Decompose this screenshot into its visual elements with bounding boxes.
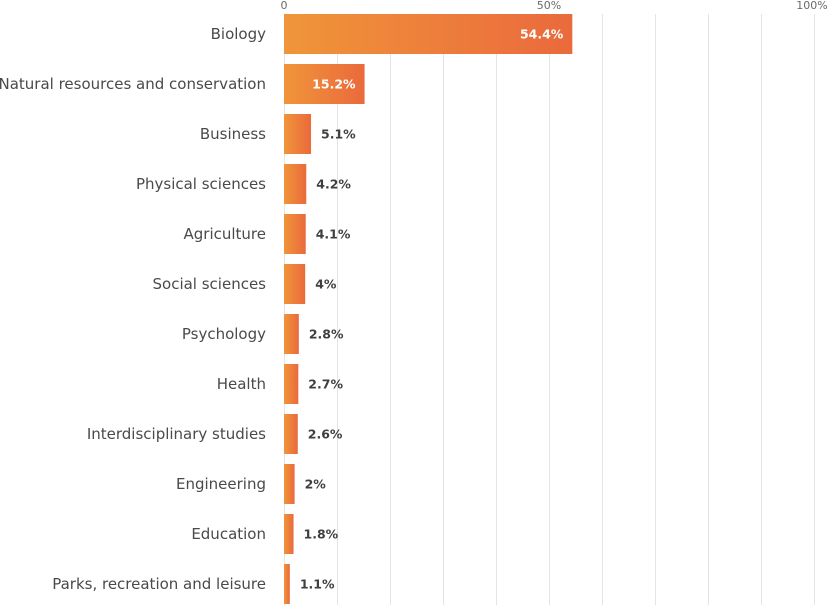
bar	[284, 214, 306, 254]
x-tick-label: 50%	[537, 0, 561, 12]
category-label: Agriculture	[184, 225, 267, 243]
value-label: 15.2%	[312, 77, 356, 92]
value-label: 1.8%	[304, 527, 339, 542]
gridlines	[284, 14, 815, 605]
bar	[284, 564, 290, 604]
category-label: Physical sciences	[136, 175, 266, 193]
x-tick-label: 100%	[796, 0, 827, 12]
value-label: 5.1%	[321, 127, 356, 142]
category-label: Business	[200, 125, 266, 143]
bar	[284, 164, 307, 204]
bar	[284, 414, 298, 454]
category-label: Parks, recreation and leisure	[52, 575, 266, 593]
category-label: Engineering	[176, 475, 266, 493]
category-label: Psychology	[182, 325, 266, 343]
bars	[284, 14, 573, 604]
x-axis-ticks: 0 50% 100%	[281, 0, 828, 12]
value-label: 2.6%	[308, 427, 343, 442]
category-labels: Biology Natural resources and conservatio…	[0, 25, 266, 593]
bar	[284, 114, 312, 154]
category-label: Natural resources and conservation	[0, 75, 266, 93]
value-label: 2.8%	[309, 327, 344, 342]
bar	[284, 14, 573, 54]
bar	[284, 364, 299, 404]
value-label: 4.2%	[316, 177, 351, 192]
bar	[284, 514, 294, 554]
bar	[284, 64, 365, 104]
value-label: 2.7%	[308, 377, 343, 392]
value-label: 4%	[315, 277, 337, 292]
category-label: Social sciences	[153, 275, 267, 293]
x-tick-label: 0	[281, 0, 288, 12]
value-label: 4.1%	[316, 227, 351, 242]
bar	[284, 314, 299, 354]
value-label: 1.1%	[300, 577, 335, 592]
category-label: Biology	[211, 25, 267, 43]
value-labels: 54.4% 15.2% 5.1% 4.2% 4.1% 4% 2.8% 2.7% 2.6% 2% 1.…	[300, 27, 564, 592]
value-label: 2%	[305, 477, 327, 492]
category-label: Interdisciplinary studies	[87, 425, 266, 443]
category-label: Education	[191, 525, 266, 543]
category-label: Health	[217, 375, 266, 393]
bar	[284, 264, 306, 304]
bar	[284, 464, 295, 504]
value-label: 54.4%	[520, 27, 564, 42]
